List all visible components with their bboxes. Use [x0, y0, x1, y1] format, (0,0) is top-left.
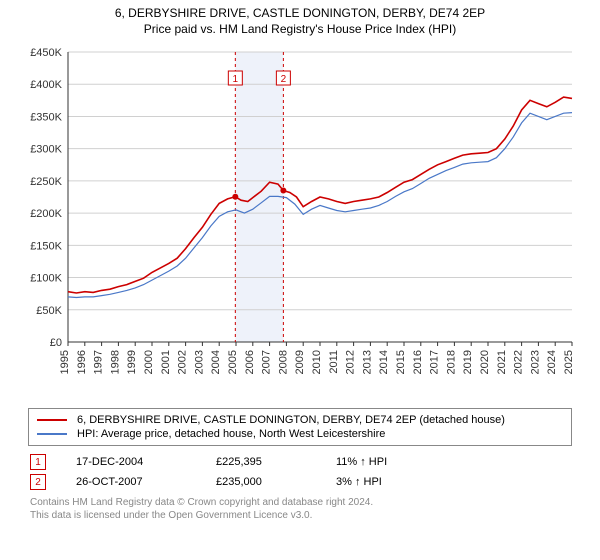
page-subtitle: Price paid vs. HM Land Registry's House … — [0, 22, 600, 36]
sale-hpi-delta: 11% ↑ HPI — [336, 456, 387, 468]
svg-text:£450K: £450K — [30, 47, 62, 59]
sale-price: £235,000 — [216, 476, 306, 488]
legend-swatch — [37, 433, 67, 435]
svg-text:1: 1 — [233, 74, 239, 85]
price-chart: £0 £50K £100K £150K £200K £250K £300K £350K £400… — [20, 42, 580, 402]
sale-row: 2 26-OCT-2007 £235,000 3% ↑ HPI — [30, 472, 570, 492]
svg-text:2004: 2004 — [210, 350, 222, 374]
footer-line-2: This data is licensed under the Open Gov… — [30, 509, 570, 522]
svg-text:£150K: £150K — [30, 240, 62, 252]
svg-text:£100K: £100K — [30, 273, 62, 285]
svg-text:2014: 2014 — [378, 350, 390, 374]
svg-text:2003: 2003 — [193, 350, 205, 374]
svg-text:£50K: £50K — [36, 305, 62, 317]
svg-text:2013: 2013 — [361, 350, 373, 374]
svg-text:1995: 1995 — [59, 350, 71, 374]
svg-text:2025: 2025 — [563, 350, 575, 374]
svg-text:2007: 2007 — [261, 350, 273, 374]
svg-text:1998: 1998 — [109, 350, 121, 374]
chart-svg: £0 £50K £100K £150K £200K £250K £300K £350K £400… — [20, 42, 580, 402]
legend-label: HPI: Average price, detached house, Nort… — [77, 428, 385, 440]
sale-price: £225,395 — [216, 456, 306, 468]
sale-date: 17-DEC-2004 — [76, 456, 186, 468]
svg-text:£250K: £250K — [30, 176, 62, 188]
svg-text:2018: 2018 — [445, 350, 457, 374]
svg-text:2005: 2005 — [227, 350, 239, 374]
svg-text:2011: 2011 — [328, 350, 340, 374]
svg-text:2021: 2021 — [496, 350, 508, 374]
svg-text:£400K: £400K — [30, 79, 62, 91]
svg-text:2024: 2024 — [546, 350, 558, 374]
svg-text:£350K: £350K — [30, 111, 62, 123]
svg-text:2019: 2019 — [462, 350, 474, 374]
svg-text:£200K: £200K — [30, 208, 62, 220]
svg-text:2008: 2008 — [277, 350, 289, 374]
svg-text:1999: 1999 — [126, 350, 138, 374]
page-title: 6, DERBYSHIRE DRIVE, CASTLE DONINGTON, D… — [0, 6, 600, 20]
legend-row: HPI: Average price, detached house, Nort… — [37, 427, 563, 441]
svg-text:1996: 1996 — [76, 350, 88, 374]
legend-swatch — [37, 419, 67, 421]
svg-text:2020: 2020 — [479, 350, 491, 374]
svg-text:2012: 2012 — [345, 350, 357, 374]
sale-hpi-delta: 3% ↑ HPI — [336, 476, 382, 488]
sale-marker-badge: 1 — [30, 454, 46, 470]
svg-text:2016: 2016 — [412, 350, 424, 374]
footer-copyright: Contains HM Land Registry data © Crown c… — [30, 496, 570, 522]
svg-text:2002: 2002 — [177, 350, 189, 374]
svg-text:2001: 2001 — [160, 350, 172, 374]
legend-label: 6, DERBYSHIRE DRIVE, CASTLE DONINGTON, D… — [77, 414, 505, 426]
legend: 6, DERBYSHIRE DRIVE, CASTLE DONINGTON, D… — [28, 408, 572, 446]
svg-text:2000: 2000 — [143, 350, 155, 374]
sale-date: 26-OCT-2007 — [76, 476, 186, 488]
legend-row: 6, DERBYSHIRE DRIVE, CASTLE DONINGTON, D… — [37, 413, 563, 427]
svg-text:2022: 2022 — [513, 350, 525, 374]
sales-table: 1 17-DEC-2004 £225,395 11% ↑ HPI 2 26-OCT-200… — [30, 452, 570, 492]
svg-text:£0: £0 — [50, 337, 62, 349]
svg-text:£300K: £300K — [30, 144, 62, 156]
svg-text:2015: 2015 — [395, 350, 407, 374]
svg-text:2: 2 — [281, 74, 287, 85]
svg-text:2009: 2009 — [294, 350, 306, 374]
sale-marker-badge: 2 — [30, 474, 46, 490]
footer-line-1: Contains HM Land Registry data © Crown c… — [30, 496, 570, 509]
svg-text:2010: 2010 — [311, 350, 323, 374]
svg-text:2006: 2006 — [244, 350, 256, 374]
svg-text:2023: 2023 — [529, 350, 541, 374]
svg-text:2017: 2017 — [429, 350, 441, 374]
svg-text:1997: 1997 — [93, 350, 105, 374]
sale-row: 1 17-DEC-2004 £225,395 11% ↑ HPI — [30, 452, 570, 472]
